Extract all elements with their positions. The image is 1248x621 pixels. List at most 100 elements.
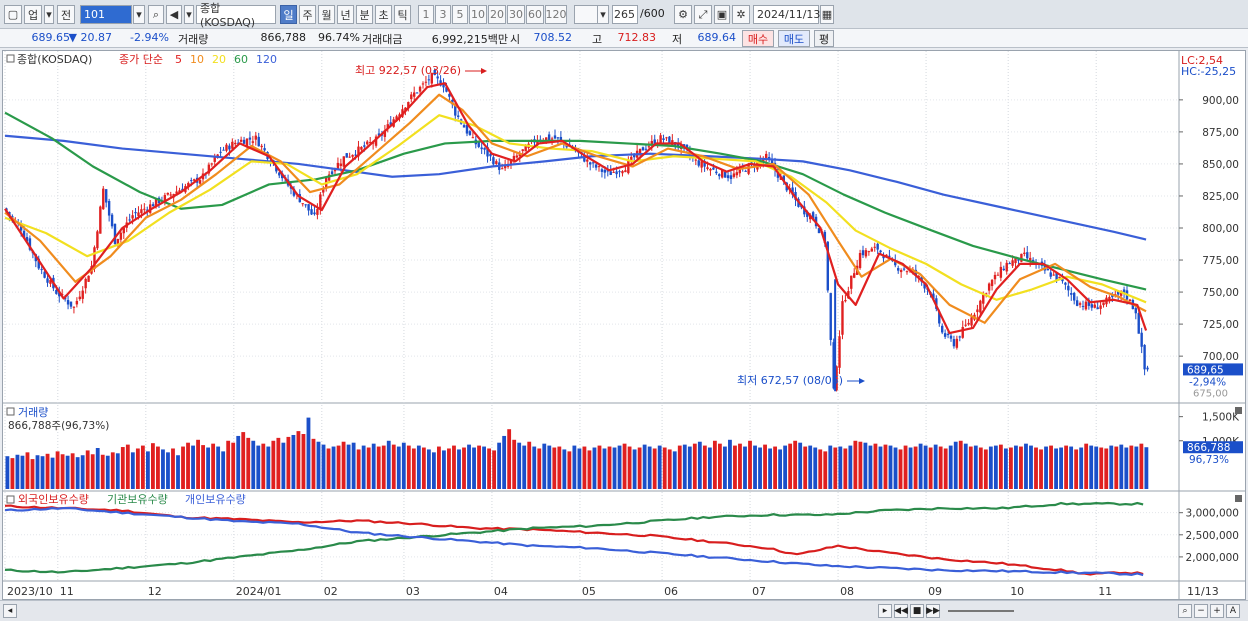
volume-bar: [547, 445, 552, 489]
price-tick-label: 750,00: [1202, 287, 1239, 299]
interval-button[interactable]: 120: [545, 5, 567, 24]
draw-icon[interactable]: ⤢: [694, 5, 712, 24]
count-input[interactable]: 265: [612, 5, 638, 24]
bottom-scrollbar[interactable]: ◂ ▸ ◀◀ ■ ▶▶ ⌕ − + A: [0, 600, 1248, 621]
volume-bar: [953, 441, 958, 489]
chart-tools-icon[interactable]: ⚙: [674, 5, 692, 24]
font-icon[interactable]: A: [1226, 604, 1240, 618]
volume-bar: [733, 445, 737, 489]
zoom-out-icon[interactable]: −: [1194, 604, 1208, 618]
x-tick-label: 10: [1010, 585, 1024, 598]
candle-body: [465, 124, 469, 134]
code-input[interactable]: 101: [80, 5, 132, 24]
volume-bar: [140, 445, 145, 489]
gear-icon[interactable]: ✲: [732, 5, 750, 24]
scroll-right-icon[interactable]: ▸: [878, 604, 892, 618]
candle-body: [1026, 252, 1029, 259]
speaker-icon[interactable]: ◀: [166, 5, 182, 24]
candle-body: [744, 170, 747, 172]
interval-button[interactable]: 1: [418, 5, 434, 24]
open-label: 시: [510, 33, 521, 46]
chart-area[interactable]: 900,00 875,00 850,00 825,00 800,00 775,00 750,…: [2, 50, 1246, 600]
volume-bar: [431, 452, 436, 489]
market-select[interactable]: 업: [24, 5, 42, 24]
interval-dropdown-icon[interactable]: ▾: [597, 5, 609, 24]
low-arrow-head: [859, 378, 865, 384]
interval-button[interactable]: 3: [435, 5, 451, 24]
period-button[interactable]: 일: [280, 5, 297, 24]
candle-body: [25, 237, 29, 242]
candle-body: [905, 271, 909, 273]
date-input[interactable]: 2024/11/13: [753, 5, 820, 24]
calendar-icon[interactable]: ▦: [820, 5, 834, 24]
candle-body: [550, 138, 554, 140]
candle-body: [1140, 332, 1143, 347]
candle-body: [430, 73, 433, 84]
candle-body: [492, 157, 495, 165]
candle-body: [864, 250, 868, 257]
stop-icon[interactable]: ■: [910, 604, 924, 618]
candle-body: [169, 194, 172, 196]
candle-body: [976, 309, 979, 313]
volume-bar: [642, 444, 647, 489]
candle-body: [113, 223, 117, 245]
interval-button[interactable]: 60: [526, 5, 544, 24]
candle-body: [1134, 308, 1137, 314]
candle-body: [275, 165, 278, 172]
zoom-reset-icon[interactable]: ⌕: [1178, 604, 1192, 618]
prev-button[interactable]: 전: [57, 5, 75, 24]
candle-body: [1143, 344, 1146, 370]
period-button[interactable]: 주: [299, 5, 316, 24]
candle-body: [395, 116, 398, 121]
candle-body: [81, 290, 84, 299]
search-icon[interactable]: ⌕: [148, 5, 164, 24]
eval-button[interactable]: 평: [814, 30, 834, 47]
scroll-left-icon[interactable]: ◂: [3, 604, 17, 618]
candle-body: [457, 115, 460, 117]
candle-body: [899, 269, 903, 273]
volume-bar: [30, 459, 35, 489]
market-dropdown-icon[interactable]: ▾: [44, 5, 54, 24]
zoom-slider[interactable]: [948, 610, 1014, 612]
volume-bar: [612, 447, 617, 489]
interval-button[interactable]: 20: [488, 5, 506, 24]
code-dropdown-icon[interactable]: ▾: [133, 5, 145, 24]
period-button[interactable]: 틱: [394, 5, 411, 24]
period-button[interactable]: 월: [318, 5, 335, 24]
holdings-close-icon: [1235, 495, 1242, 502]
candle-body: [336, 162, 340, 170]
volume-bar: [502, 435, 507, 489]
candle-body: [116, 238, 120, 246]
sell-button[interactable]: 매도: [778, 30, 810, 47]
candle-body: [1087, 299, 1091, 306]
candle-body: [107, 201, 111, 216]
period-button[interactable]: 년: [337, 5, 354, 24]
volume-bar: [647, 446, 652, 489]
period-button[interactable]: 초: [375, 5, 392, 24]
interval-button[interactable]: 10: [469, 5, 487, 24]
speaker-dropdown-icon[interactable]: ▾: [184, 5, 194, 24]
rewind-icon[interactable]: ◀◀: [894, 604, 908, 618]
candle-body: [985, 293, 988, 295]
save-icon[interactable]: ▣: [714, 5, 730, 24]
window-icon[interactable]: ▢: [4, 5, 22, 24]
volume-bar: [281, 442, 286, 489]
zoom-in-icon[interactable]: +: [1210, 604, 1224, 618]
volume-bar: [828, 445, 833, 489]
candle-body: [146, 209, 149, 211]
candle-body: [1011, 260, 1014, 266]
buy-button[interactable]: 매수: [742, 30, 774, 47]
candle-body: [723, 171, 727, 178]
candle-body: [316, 209, 319, 215]
interval-button[interactable]: 5: [452, 5, 468, 24]
price-tick-label: 800,00: [1202, 223, 1239, 235]
interval-button[interactable]: 30: [507, 5, 525, 24]
volume-bar: [472, 447, 476, 489]
chart-svg[interactable]: 900,00 875,00 850,00 825,00 800,00 775,00 750,…: [3, 51, 1245, 599]
period-button[interactable]: 분: [356, 5, 373, 24]
candle-body: [99, 206, 102, 234]
candle-body: [888, 255, 891, 257]
forward-icon[interactable]: ▶▶: [926, 604, 940, 618]
volume-bar: [1034, 447, 1038, 489]
volume-bar: [487, 448, 492, 489]
